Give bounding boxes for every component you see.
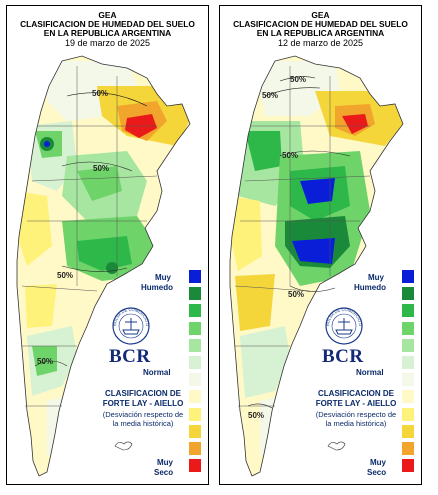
- method-line1: CLASIFICACION DE: [105, 389, 181, 398]
- legend-label-very-dry-2: Seco: [367, 468, 387, 477]
- west-very-humid-core: [44, 141, 50, 147]
- south-normal-zone: [47, 396, 67, 456]
- map-date: 12 de marzo de 2025: [277, 38, 364, 48]
- province-borders: [234, 66, 371, 407]
- west-humid-core: [245, 131, 282, 171]
- method-sub2: la media histórica): [325, 419, 387, 428]
- pampas-humid-core: [77, 236, 132, 271]
- argentina-soil-moisture-map: 50% 50% 50% 50% 50%: [229, 55, 404, 477]
- argentina-soil-moisture-map: 50% 50% 50% 50%: [16, 55, 191, 477]
- legend-swatch: [402, 442, 414, 455]
- legend-swatch: [402, 373, 414, 387]
- method-sub1: (Desviación respecto de: [102, 410, 184, 419]
- legend-swatch: [189, 373, 201, 387]
- south-normal-zone: [260, 396, 280, 456]
- province-borders: [21, 66, 158, 407]
- malvinas-islands: [327, 441, 346, 451]
- central-humid-core: [77, 166, 122, 201]
- contour-label-4: 50%: [288, 290, 304, 299]
- contour-lines: [247, 76, 351, 409]
- legend-swatch: [402, 424, 414, 438]
- legend-swatch: [189, 321, 201, 335]
- legend-swatch: [402, 287, 414, 301]
- legend-swatch: [189, 287, 201, 301]
- method-sub1: (Desviación respecto de: [315, 410, 397, 419]
- bcr-logo: BCR: [322, 346, 364, 367]
- legend-label-normal: Normal: [143, 368, 171, 377]
- map-title-line1: CLASIFICACION DE HUMEDAD DEL SUELO: [233, 19, 408, 29]
- bcr-seal: BOLSA DE COMERCIO DE ROSARIO: [111, 306, 150, 345]
- legend-swatch: [189, 442, 201, 455]
- patagonia-dry-band: [235, 274, 275, 331]
- map-date: 19 de marzo de 2025: [64, 38, 151, 48]
- contour-label-4: 50%: [37, 357, 53, 366]
- legend-swatch: [189, 390, 201, 404]
- legend-label-very-humid-2: Humedo: [354, 283, 386, 292]
- west-dry-band: [17, 191, 52, 266]
- legend-swatch: [402, 270, 414, 283]
- legend-swatch: [402, 321, 414, 335]
- contour-label-2: 50%: [262, 91, 278, 100]
- map-title-line2: EN LA REPUBLICA ARGENTINA: [43, 28, 172, 38]
- contour-lines: [34, 92, 148, 367]
- map-panel-left: GEA CLASIFICACION DE HUMEDAD DEL SUELO E…: [6, 5, 209, 485]
- method-line1: CLASIFICACION DE: [318, 389, 394, 398]
- org-name: GEA: [98, 10, 117, 20]
- method-line2: FORTE LAY - AIELLO: [315, 399, 397, 408]
- malvinas-islands: [114, 441, 133, 451]
- legend-swatch: [402, 338, 414, 352]
- method-sub2: la media histórica): [112, 419, 174, 428]
- contour-label-2: 50%: [93, 164, 109, 173]
- legend-swatch: [189, 356, 201, 369]
- legend-swatch: [402, 304, 414, 318]
- legend-swatch: [402, 356, 414, 369]
- legend-swatch: [189, 424, 201, 438]
- bcr-logo: BCR: [109, 346, 151, 367]
- method-line2: FORTE LAY - AIELLO: [102, 399, 184, 408]
- patagonia-humid-light: [240, 326, 290, 398]
- contour-label-3: 50%: [57, 271, 73, 280]
- legend-swatch: [402, 390, 414, 404]
- patagonia-dry-band: [25, 284, 57, 328]
- country-outline: [16, 55, 191, 477]
- west-dry-band: [230, 196, 262, 271]
- org-name: GEA: [311, 10, 330, 20]
- bcr-seal: BOLSA DE COMERCIO DE ROSARIO: [324, 306, 363, 345]
- legend-label-very-humid-1: Muy: [368, 273, 384, 282]
- legend-label-very-humid-2: Humedo: [141, 283, 173, 292]
- contour-label-1: 50%: [92, 89, 108, 98]
- legend-swatch: [189, 459, 201, 473]
- legend-swatch: [189, 304, 201, 318]
- map-title-line1: CLASIFICACION DE HUMEDAD DEL SUELO: [20, 19, 195, 29]
- very-dry-core: [342, 114, 368, 134]
- legend-swatch: [189, 338, 201, 352]
- patagonia-humid-mid: [32, 346, 57, 376]
- legend-label-very-dry-2: Seco: [154, 468, 174, 477]
- map-title-line2: EN LA REPUBLICA ARGENTINA: [256, 28, 385, 38]
- contour-label-1: 50%: [290, 75, 306, 84]
- map-panel-right: GEA CLASIFICACION DE HUMEDAD DEL SUELO E…: [219, 5, 422, 485]
- contour-label-3: 50%: [282, 151, 298, 160]
- legend-swatch: [189, 407, 201, 421]
- country-outline: [229, 55, 404, 477]
- legend-label-very-humid-1: Muy: [155, 273, 171, 282]
- legend-label-normal: Normal: [356, 368, 384, 377]
- legend-swatch: [402, 459, 414, 473]
- legend-swatch: [189, 270, 201, 283]
- contour-label-5: 50%: [248, 411, 264, 420]
- pampas-very-humid-core: [292, 238, 335, 264]
- legend-label-very-dry-1: Muy: [370, 458, 386, 467]
- central-very-humid-core: [300, 178, 335, 204]
- legend-label-very-dry-1: Muy: [157, 458, 173, 467]
- pampas-very-humid-spot: [106, 262, 118, 274]
- legend-swatch: [402, 407, 414, 421]
